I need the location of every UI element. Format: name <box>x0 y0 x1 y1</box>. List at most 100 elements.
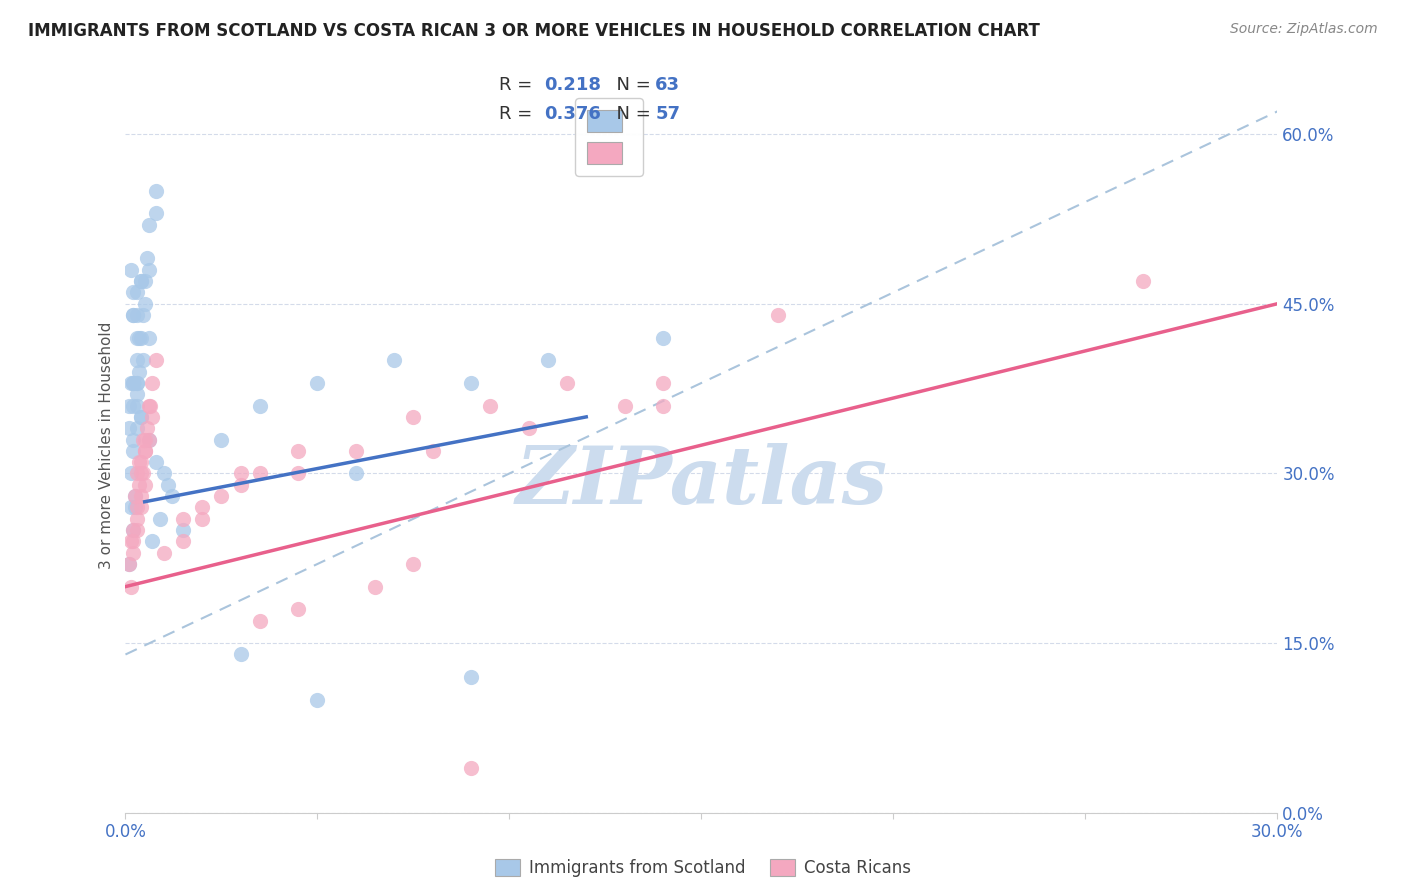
Point <box>125 421 148 435</box>
Point <box>135 252 157 266</box>
Point <box>652 399 675 413</box>
Text: 57: 57 <box>655 105 681 123</box>
Text: R =: R = <box>499 76 538 94</box>
Point <box>555 376 578 390</box>
Point <box>211 489 233 503</box>
Point <box>125 512 148 526</box>
Point <box>120 376 142 390</box>
Point <box>145 455 167 469</box>
Point <box>402 557 425 571</box>
Point <box>120 467 142 481</box>
Point <box>118 399 141 413</box>
Point <box>537 353 560 368</box>
Point <box>344 467 367 481</box>
Point <box>652 331 675 345</box>
Point <box>422 443 444 458</box>
Text: Source: ZipAtlas.com: Source: ZipAtlas.com <box>1230 22 1378 37</box>
Point <box>122 523 145 537</box>
Point <box>122 443 145 458</box>
Point <box>460 670 482 684</box>
Point <box>160 489 183 503</box>
Point <box>129 489 152 503</box>
Point <box>141 534 163 549</box>
Point <box>134 443 156 458</box>
Point <box>287 443 309 458</box>
Point <box>141 409 163 424</box>
Point <box>307 376 329 390</box>
Text: 0.376: 0.376 <box>544 105 600 123</box>
Point <box>229 648 252 662</box>
Point <box>118 557 141 571</box>
Point <box>134 433 156 447</box>
Point <box>132 353 155 368</box>
Point <box>125 500 148 515</box>
Point <box>120 534 142 549</box>
Point <box>460 376 482 390</box>
Point <box>249 467 271 481</box>
Point <box>145 184 167 198</box>
Point <box>135 421 157 435</box>
Point <box>122 546 145 560</box>
Point <box>307 692 329 706</box>
Point <box>122 534 145 549</box>
Point <box>122 285 145 300</box>
Point <box>129 467 152 481</box>
Point <box>138 218 160 232</box>
Point <box>138 399 160 413</box>
Point <box>517 421 540 435</box>
Point <box>128 365 150 379</box>
Point <box>125 353 148 368</box>
Text: 0.218: 0.218 <box>544 76 602 94</box>
Point <box>125 331 148 345</box>
Text: IMMIGRANTS FROM SCOTLAND VS COSTA RICAN 3 OR MORE VEHICLES IN HOUSEHOLD CORRELAT: IMMIGRANTS FROM SCOTLAND VS COSTA RICAN … <box>28 22 1040 40</box>
Point <box>153 546 176 560</box>
Point <box>364 580 387 594</box>
Point <box>344 443 367 458</box>
Point <box>132 433 155 447</box>
Point <box>138 433 160 447</box>
Point <box>118 557 141 571</box>
Point <box>122 308 145 322</box>
Point <box>191 512 214 526</box>
Point <box>124 489 146 503</box>
Point <box>134 274 156 288</box>
Point <box>1132 274 1154 288</box>
Point <box>125 308 148 322</box>
Point <box>460 761 482 775</box>
Point <box>145 353 167 368</box>
Point <box>134 297 156 311</box>
Point <box>120 580 142 594</box>
Point <box>402 409 425 424</box>
Point <box>129 331 152 345</box>
Point <box>125 523 148 537</box>
Point <box>153 467 176 481</box>
Text: R =: R = <box>499 105 538 123</box>
Point <box>768 308 790 322</box>
Point <box>249 399 271 413</box>
Point <box>122 523 145 537</box>
Point <box>125 285 148 300</box>
Point <box>122 399 145 413</box>
Point <box>129 409 152 424</box>
Point <box>287 467 309 481</box>
Point <box>122 433 145 447</box>
Point <box>129 455 152 469</box>
Point <box>229 477 252 491</box>
Point <box>138 262 160 277</box>
Point <box>122 376 145 390</box>
Text: ZIPatlas: ZIPatlas <box>516 443 887 521</box>
Point <box>128 455 150 469</box>
Point <box>124 500 146 515</box>
Point <box>652 376 675 390</box>
Point <box>125 399 148 413</box>
Point <box>613 399 636 413</box>
Point <box>156 477 179 491</box>
Point <box>129 274 152 288</box>
Text: N =: N = <box>605 76 657 94</box>
Point <box>287 602 309 616</box>
Point <box>129 274 152 288</box>
Point <box>479 399 502 413</box>
Point <box>125 467 148 481</box>
Point <box>129 500 152 515</box>
Point <box>149 512 172 526</box>
